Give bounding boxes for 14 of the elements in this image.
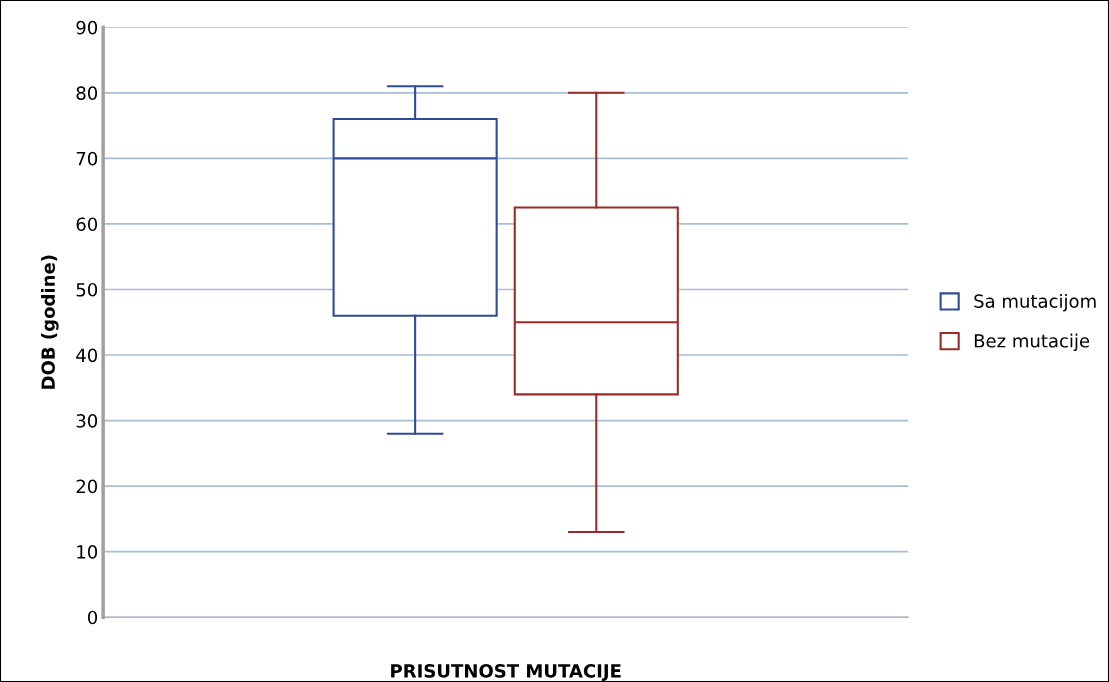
x-axis-title: PRISUTNOST MUTACIJE	[391, 664, 621, 682]
y-tick-label: 80	[76, 86, 98, 100]
legend-label: Bez mutacije	[974, 333, 1090, 352]
y-tick-label: 20	[76, 479, 98, 494]
y-tick-label: 90	[76, 20, 98, 35]
y-tick-label: 60	[76, 217, 98, 232]
y-tick-label: 40	[76, 348, 98, 363]
y-tick-label: 30	[76, 414, 98, 428]
legend-label: Sa mutacijom	[974, 293, 1096, 312]
y-tick-label: 0	[87, 610, 98, 625]
y-tick-label: 50	[76, 282, 98, 297]
y-tick-label: 70	[76, 151, 98, 166]
y-axis-title: DOB (godine)	[41, 255, 59, 389]
y-tick-label: 10	[77, 545, 98, 559]
